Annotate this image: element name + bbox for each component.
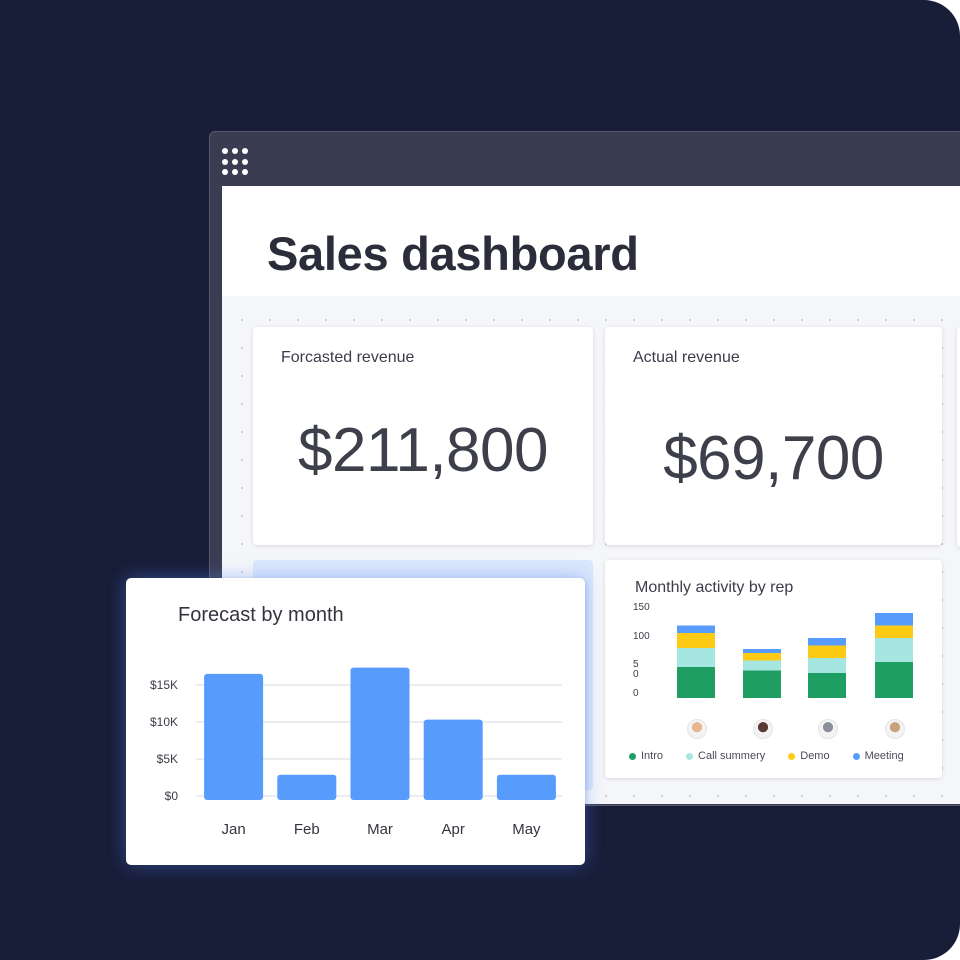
forecast-bar[interactable] (423, 719, 483, 800)
monthly-activity-title: Monthly activity by rep (635, 579, 794, 596)
legend-dot-icon (852, 752, 860, 760)
forecast-bar[interactable] (277, 774, 337, 800)
forecasted-revenue-label: Forcasted revenue (281, 349, 415, 366)
activity-bar-segment[interactable] (875, 662, 913, 698)
legend-label: Meeting (864, 750, 904, 762)
legend-label: Call summery (698, 750, 766, 762)
legend-dot-icon (788, 752, 796, 760)
activity-bar-segment[interactable] (875, 613, 913, 626)
actual-revenue-label: Actual revenue (633, 349, 740, 366)
avatar-rep-2 (753, 719, 773, 739)
actual-revenue-value: $69,700 (663, 424, 884, 493)
legend-item: Meeting (852, 750, 904, 762)
activity-bar-segment[interactable] (808, 638, 846, 646)
forecast-bar[interactable] (204, 673, 264, 800)
forecast-by-month-title: Forecast by month (178, 604, 344, 626)
y-tick-label: $10K (150, 715, 178, 729)
legend-dot-icon (629, 752, 636, 760)
forecasted-revenue-value: $211,800 (298, 416, 549, 485)
x-tick-label: Jan (222, 821, 246, 838)
legend-item: Intro (629, 750, 663, 762)
x-tick-label: Feb (294, 821, 320, 838)
avatar-rep-1 (687, 719, 707, 739)
activity-bar-segment[interactable] (677, 625, 715, 634)
forecast-bar[interactable] (350, 667, 410, 800)
activity-bar-segment[interactable] (743, 649, 781, 653)
activity-bar-segment[interactable] (743, 660, 781, 671)
activity-bar-segment[interactable] (677, 633, 715, 648)
monthly-activity-card[interactable]: Monthly activity by rep 150 100 5 0 0 Intro C… (605, 560, 942, 778)
forecast-by-month-card[interactable]: Forecast by month $15K $10K $5K $0 Jan Feb Mar… (126, 578, 585, 865)
y-tick-label: $0 (165, 789, 179, 803)
legend-item: Demo (788, 750, 830, 762)
activity-bar-segment[interactable] (743, 670, 781, 699)
forecast-bar[interactable] (496, 774, 556, 800)
activity-bar-segment[interactable] (677, 667, 715, 698)
activity-bar-segment[interactable] (808, 645, 846, 659)
apps-grid-icon[interactable] (222, 148, 250, 176)
avatar-rep-3 (818, 719, 838, 739)
activity-bar-segment[interactable] (677, 648, 715, 667)
y-tick-label: 100 (633, 631, 650, 642)
legend-item: Call summery (686, 750, 765, 762)
x-tick-label: Apr (442, 821, 465, 838)
activity-bar-segment[interactable] (743, 653, 781, 661)
partial-card (957, 327, 960, 547)
x-tick-label: May (512, 821, 541, 838)
activity-bar-segment[interactable] (875, 638, 913, 662)
legend-label: Intro (641, 750, 664, 762)
y-tick-label: $15K (150, 678, 178, 692)
activity-bar-segment[interactable] (808, 673, 846, 698)
legend-dot-icon (686, 752, 694, 760)
y-tick-label: 0 (633, 669, 639, 680)
legend-label: Demo (800, 750, 830, 762)
y-tick-label: 150 (633, 602, 650, 613)
actual-revenue-card[interactable]: Actual revenue $69,700 (605, 327, 942, 545)
y-tick-label: 0 (633, 688, 639, 699)
forecast-by-month-chart: $15K $10K $5K $0 Jan Feb Mar Apr May (150, 667, 562, 838)
dashboard-header: Sales dashboard (222, 186, 960, 296)
activity-bar-segment[interactable] (875, 625, 913, 639)
y-tick-label: 5 (633, 659, 639, 670)
y-tick-label: $5K (157, 752, 178, 766)
avatar-rep-4 (885, 719, 905, 739)
activity-bar-segment[interactable] (808, 658, 846, 673)
forecasted-revenue-card[interactable]: Forcasted revenue $211,800 (253, 327, 593, 545)
activity-legend: Intro Call summery Demo Meeting (629, 750, 904, 762)
x-tick-label: Mar (367, 821, 393, 838)
page-title: Sales dashboard (267, 227, 639, 280)
